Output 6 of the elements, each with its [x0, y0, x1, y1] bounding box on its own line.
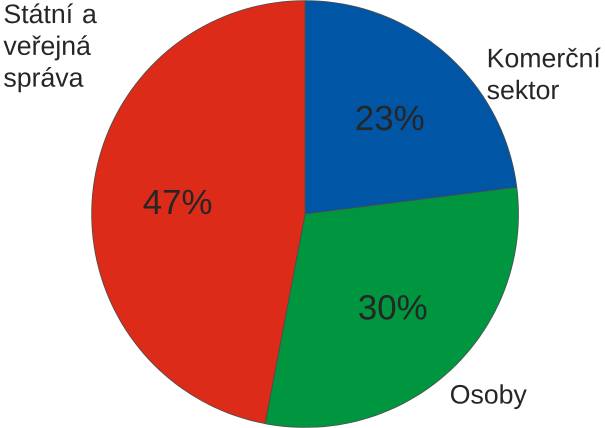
slice-label: Osoby — [451, 384, 527, 410]
data-label: 30% — [359, 295, 426, 320]
data-label: 23% — [356, 106, 424, 130]
data-label: 47% — [143, 190, 212, 214]
slice-label: Státní a veřejná správa — [4, 3, 97, 92]
slice-label: Komerční sektor — [487, 48, 601, 100]
